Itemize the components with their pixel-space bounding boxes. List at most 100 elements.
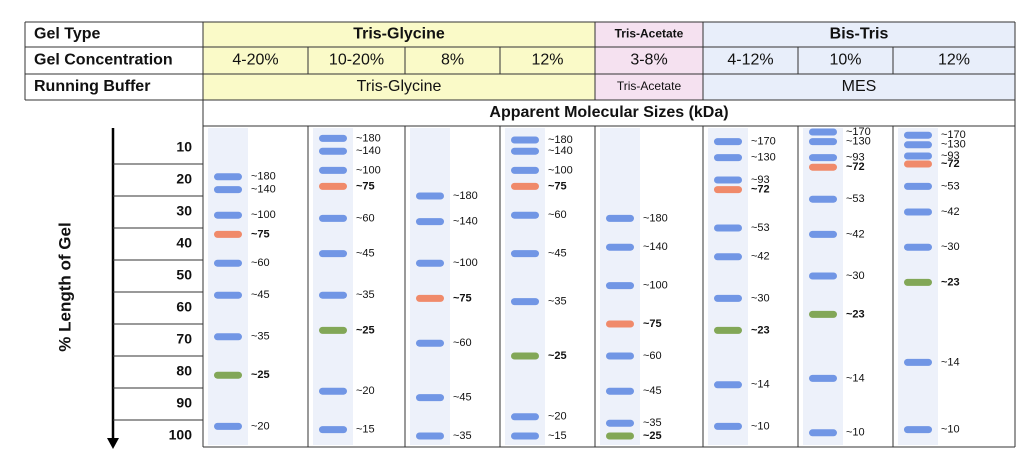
- band-label: ~20: [251, 420, 270, 432]
- band: [809, 138, 837, 146]
- band: [319, 214, 347, 222]
- cell-text: 12%: [531, 52, 563, 69]
- band: [606, 243, 634, 251]
- band: [214, 333, 242, 341]
- cell-text: 10-20%: [329, 52, 384, 69]
- band: [714, 294, 742, 302]
- band: [319, 134, 347, 142]
- band-label: ~100: [643, 280, 668, 292]
- band-label: ~100: [251, 209, 276, 221]
- band-label: ~180: [548, 134, 573, 146]
- band-label: ~23: [846, 308, 865, 320]
- cell-text: Tris-Acetate: [617, 79, 682, 93]
- cell-text: Tris-Glycine: [357, 78, 442, 95]
- band: [319, 291, 347, 299]
- band: [809, 195, 837, 203]
- row-label: Gel Concentration: [34, 52, 173, 69]
- band: [714, 326, 742, 334]
- band: [714, 138, 742, 146]
- band-label: ~140: [643, 241, 668, 253]
- band: [809, 128, 837, 136]
- band: [714, 381, 742, 389]
- band: [904, 358, 932, 366]
- lane-bg: [803, 128, 843, 445]
- band-label: ~93: [941, 150, 960, 162]
- cell-bg: [703, 22, 1015, 47]
- band-label: ~45: [548, 248, 567, 260]
- band: [606, 432, 634, 440]
- band: [606, 214, 634, 222]
- band-label: ~60: [453, 337, 472, 349]
- subtitle: Apparent Molecular Sizes (kDa): [489, 104, 728, 121]
- band-label: ~53: [846, 193, 865, 205]
- lane-bg: [898, 128, 938, 445]
- band: [511, 298, 539, 306]
- y-tick-label: 10: [176, 139, 192, 155]
- band: [511, 136, 539, 144]
- band-label: ~15: [548, 430, 567, 442]
- band-label: ~140: [356, 145, 381, 157]
- cell-text: 10%: [829, 52, 861, 69]
- row-label: Gel Type: [34, 26, 100, 43]
- y-tick-label: 100: [169, 427, 193, 443]
- band-label: ~130: [941, 139, 966, 151]
- band: [214, 422, 242, 430]
- lane-bg: [313, 128, 353, 445]
- band: [606, 352, 634, 360]
- band-label: ~180: [356, 132, 381, 144]
- band: [809, 429, 837, 437]
- band-label: ~42: [751, 251, 770, 263]
- band-label: ~35: [453, 430, 472, 442]
- lane-bg: [208, 128, 248, 445]
- band-label: ~10: [846, 427, 865, 439]
- band-label: ~45: [643, 385, 662, 397]
- band-label: ~30: [941, 241, 960, 253]
- band: [809, 310, 837, 318]
- band-label: ~45: [251, 289, 270, 301]
- band: [319, 387, 347, 395]
- band-label: ~72: [846, 161, 865, 173]
- band: [214, 230, 242, 238]
- band: [904, 141, 932, 149]
- band: [511, 250, 539, 258]
- band: [904, 426, 932, 434]
- band: [416, 432, 444, 440]
- band: [714, 253, 742, 261]
- band: [214, 259, 242, 267]
- band: [214, 371, 242, 379]
- band: [416, 394, 444, 402]
- band-label: ~60: [643, 350, 662, 362]
- band: [416, 259, 444, 267]
- cell-bg: [703, 74, 1015, 100]
- band: [809, 230, 837, 238]
- row-label: Running Buffer: [34, 78, 150, 95]
- cell-text: Tris-Acetate: [615, 27, 684, 41]
- band-label: ~10: [941, 424, 960, 436]
- cell-bg: [203, 74, 595, 100]
- band-label: ~75: [356, 180, 375, 192]
- cell-bg: [595, 74, 703, 100]
- band-label: ~45: [453, 392, 472, 404]
- band-label: ~30: [846, 270, 865, 282]
- y-tick-label: 90: [176, 395, 192, 411]
- band-label: ~14: [751, 379, 770, 391]
- band: [511, 211, 539, 219]
- band-label: ~75: [453, 292, 472, 304]
- band-label: ~60: [251, 257, 270, 269]
- axis-title: % Length of Gel: [55, 222, 74, 351]
- band: [714, 186, 742, 194]
- band: [511, 166, 539, 174]
- band-label: ~75: [251, 228, 270, 240]
- band: [214, 173, 242, 181]
- band: [214, 211, 242, 219]
- band-label: ~170: [846, 126, 871, 138]
- cell-bg: [595, 22, 703, 47]
- band: [511, 432, 539, 440]
- band: [214, 291, 242, 299]
- band-label: ~72: [941, 158, 960, 170]
- band-label: ~42: [941, 206, 960, 218]
- band-label: ~100: [548, 164, 573, 176]
- band-label: ~14: [846, 372, 865, 384]
- band-label: ~25: [251, 369, 270, 381]
- cell-bg: [595, 47, 703, 74]
